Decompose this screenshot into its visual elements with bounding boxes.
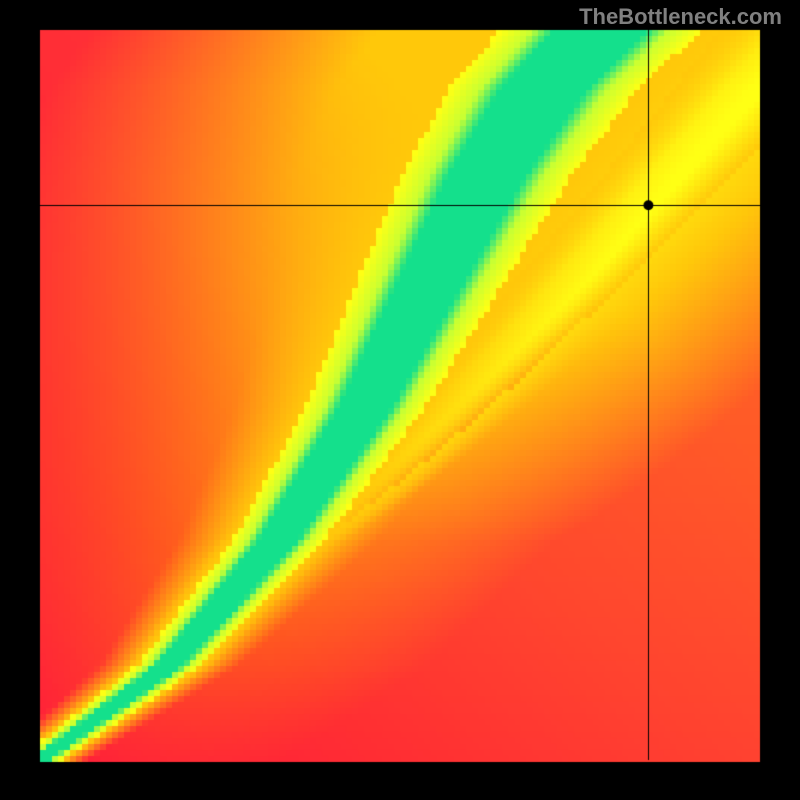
watermark-text: TheBottleneck.com	[579, 4, 782, 30]
bottleneck-heatmap	[0, 0, 800, 800]
chart-container: TheBottleneck.com	[0, 0, 800, 800]
